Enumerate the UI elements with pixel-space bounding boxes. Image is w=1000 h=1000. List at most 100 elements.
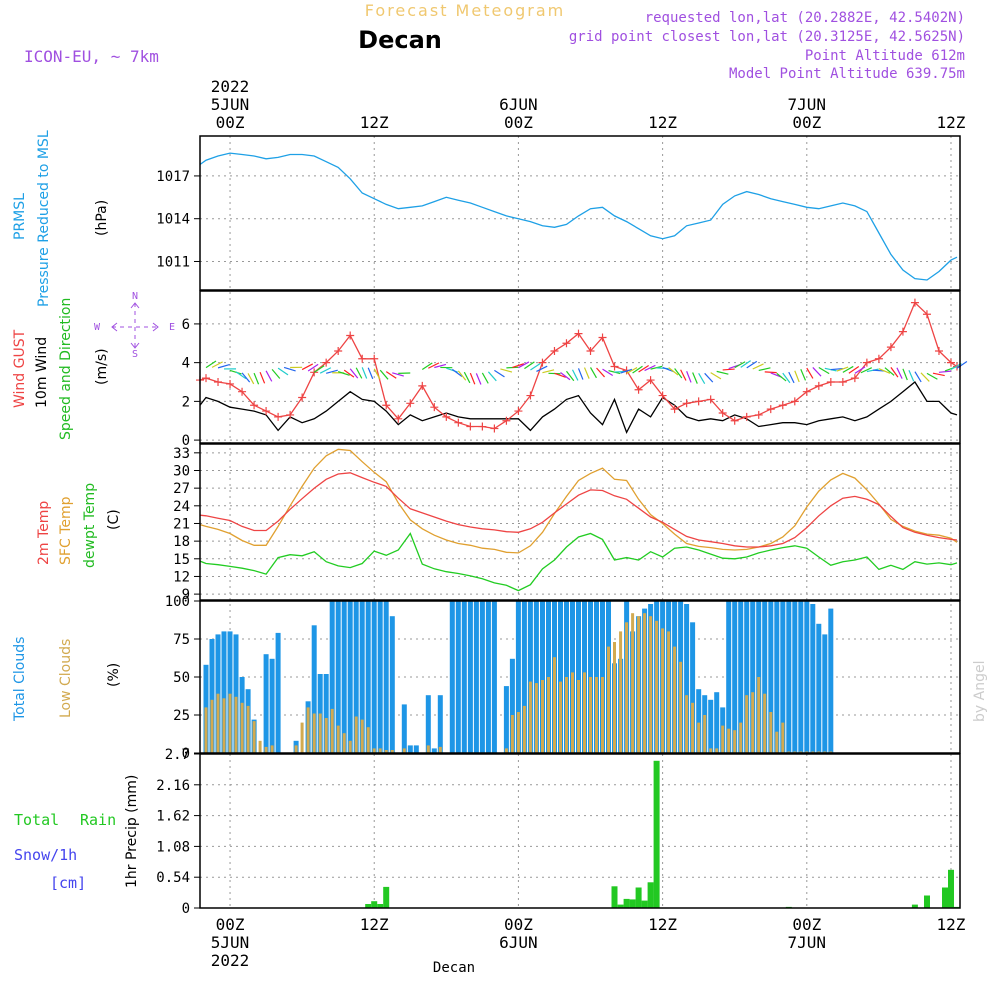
wind-arrow	[475, 373, 482, 385]
wind-arrow	[271, 368, 281, 379]
total-clouds-bar	[509, 658, 515, 753]
precip-bar	[948, 869, 954, 908]
low-clouds-bar	[709, 748, 713, 753]
clouds-tick-label: 0	[182, 746, 190, 762]
precip-bar	[647, 882, 654, 908]
grid-point-coords: grid point closest lon,lat (20.3125E, 42…	[569, 29, 965, 45]
time-label: 00Z	[216, 915, 245, 934]
wind-arrow	[626, 367, 638, 374]
low-clouds-bar	[342, 733, 346, 753]
wind-arrow	[764, 371, 777, 374]
wind-gust-point	[646, 376, 655, 385]
wind-arrow	[788, 371, 795, 384]
wind-arrow	[518, 361, 530, 369]
wind-gust-point	[694, 397, 703, 406]
wind-arrow	[620, 368, 633, 374]
pressure-unit: (hPa)	[94, 200, 110, 236]
wind-arrow	[326, 369, 338, 374]
temp-tick-label: 30	[173, 463, 190, 479]
total-clouds-bar	[780, 601, 786, 753]
pressure-line	[199, 152, 958, 281]
time-label: 00Z	[792, 915, 821, 934]
total-clouds-bar	[353, 601, 359, 753]
wind-gust-point	[730, 416, 739, 425]
total-clouds-bar	[738, 601, 744, 753]
compass-w: W	[94, 322, 101, 333]
wind-arrow	[428, 362, 440, 369]
temp-tick-label: 15	[173, 552, 190, 568]
total-clouds-bar	[774, 601, 780, 753]
precip-bar	[383, 886, 390, 908]
time-label: 00Z	[504, 113, 533, 132]
wind-arrow	[205, 360, 217, 369]
total-clouds-bar	[269, 658, 275, 753]
wind-gust-point	[766, 405, 775, 414]
total-clouds-bar	[726, 601, 732, 753]
wind-arrow	[956, 360, 968, 369]
total-clouds-bar	[263, 654, 269, 753]
wind-frame	[199, 290, 961, 444]
wind-arrow	[632, 365, 643, 374]
precip-bar	[924, 895, 930, 908]
low-clouds-bar	[589, 677, 592, 753]
precip-tick-label: 2.16	[156, 778, 190, 794]
wind-arrow	[434, 363, 447, 369]
wind-arrow	[704, 372, 714, 383]
wind-gust-point	[370, 354, 379, 363]
wind-arrow	[782, 372, 791, 384]
wind-arrow	[740, 360, 751, 368]
wind-compass: N S W E	[94, 291, 175, 360]
pressure-tick-label: 1017	[156, 169, 190, 185]
wind-arrow	[337, 371, 350, 376]
low-clouds-bar	[745, 695, 749, 753]
low-clouds-bar	[426, 745, 430, 753]
wind-arrow	[385, 371, 397, 379]
wind-tick-label: 2	[182, 394, 190, 410]
wind-gust-point	[490, 424, 499, 433]
dewpt-label: dewpt Temp	[82, 483, 98, 568]
time-label: 6JUN	[499, 933, 538, 952]
wind-arrow	[367, 367, 374, 380]
clouds-tick-label: 100	[165, 594, 190, 610]
low-clouds-bar	[601, 677, 604, 753]
total-clouds-bar	[311, 625, 317, 753]
wind-gust-point	[538, 358, 547, 367]
wind-gust-point	[454, 418, 463, 427]
low-clouds-bar	[637, 616, 641, 753]
series-layer	[196, 152, 968, 908]
total-clouds-bar	[389, 616, 395, 753]
wind-arrow	[217, 363, 230, 369]
wind-gust-point	[502, 416, 511, 425]
precip-bar	[617, 904, 624, 908]
precip-unit: 1hr Precip (mm)	[124, 775, 140, 888]
footer-location: Decan	[433, 960, 475, 976]
wind-arrow	[710, 372, 722, 380]
wind-arrow	[211, 361, 223, 368]
wind-gust-point	[202, 374, 211, 383]
total-clouds-bar	[786, 601, 792, 753]
low-clouds-bar	[522, 705, 526, 753]
temp-tick-label: 9	[182, 587, 190, 603]
low-clouds-bar	[264, 746, 268, 753]
t2m-label: 2m Temp	[36, 501, 52, 565]
wind-gust-point	[574, 329, 583, 338]
wind-gust-point	[742, 412, 751, 421]
low-clouds-bar	[703, 715, 707, 753]
precip-tick-label: 1.08	[156, 839, 190, 855]
time-label: 2022	[211, 951, 250, 970]
total-clouds-bar	[359, 601, 365, 753]
time-label: 5JUN	[211, 933, 250, 952]
total-clouds-bar	[816, 623, 822, 753]
wind-gust-point	[610, 362, 619, 371]
wind-arrow	[884, 367, 895, 376]
precip-bar	[911, 904, 918, 908]
wind-arrow	[722, 368, 735, 371]
wind-gust-point	[934, 347, 943, 356]
wind-arrow	[500, 368, 513, 373]
wind-10m-label: 10m Wind	[34, 337, 50, 408]
wind-gust-point	[382, 401, 391, 410]
wind-arrow	[494, 369, 505, 378]
time-label: 12Z	[648, 915, 677, 934]
low-clouds-bar	[270, 745, 274, 753]
time-label: 6JUN	[499, 95, 538, 114]
